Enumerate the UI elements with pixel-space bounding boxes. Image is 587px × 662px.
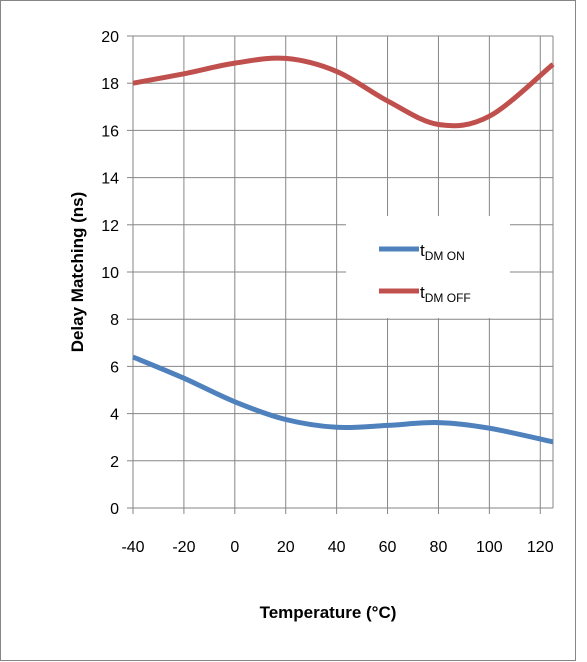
legend-box: [346, 216, 510, 318]
y-tick-label: 12: [101, 218, 119, 235]
x-axis-label: Temperature (°C): [260, 603, 397, 622]
x-tick-label: 20: [277, 539, 295, 556]
y-tick-label: 6: [110, 359, 119, 376]
plot-area: [132, 55, 555, 445]
x-tick-label: -20: [172, 539, 195, 556]
x-tick-label: 60: [379, 539, 397, 556]
y-tick-label: 16: [101, 123, 119, 140]
chart-border: [0, 0, 576, 661]
y-tick-label: 14: [101, 171, 119, 188]
y-tick-label: 2: [110, 454, 119, 471]
x-tick-label: 100: [476, 539, 503, 556]
x-tick-label: 80: [430, 539, 448, 556]
y-tick-label: 4: [110, 407, 119, 424]
y-axis-label: Delay Matching (ns): [68, 192, 87, 353]
x-tick-label: 0: [230, 539, 239, 556]
y-tick-label: 18: [101, 76, 119, 93]
series-line-tdm-on: [132, 354, 554, 445]
x-tick-label: 40: [328, 539, 346, 556]
x-tick-label: -40: [121, 539, 144, 556]
y-tick-label: 0: [110, 501, 119, 518]
x-tick-label: 120: [527, 539, 554, 556]
series-line-tdm-off: [132, 55, 555, 129]
legend-label: tDM ON: [420, 241, 465, 263]
y-tick-label: 8: [110, 312, 119, 329]
legend: tDM ON tDM OFF: [346, 216, 510, 318]
legend-label: tDM OFF: [420, 283, 471, 305]
axes: 0 2 4 6 8 10 12 14 16 18 20 -40 -20 0 20 40 60 80 100 120: [101, 29, 554, 556]
y-tick-label: 10: [101, 265, 119, 282]
y-tick-label: 20: [101, 29, 119, 46]
